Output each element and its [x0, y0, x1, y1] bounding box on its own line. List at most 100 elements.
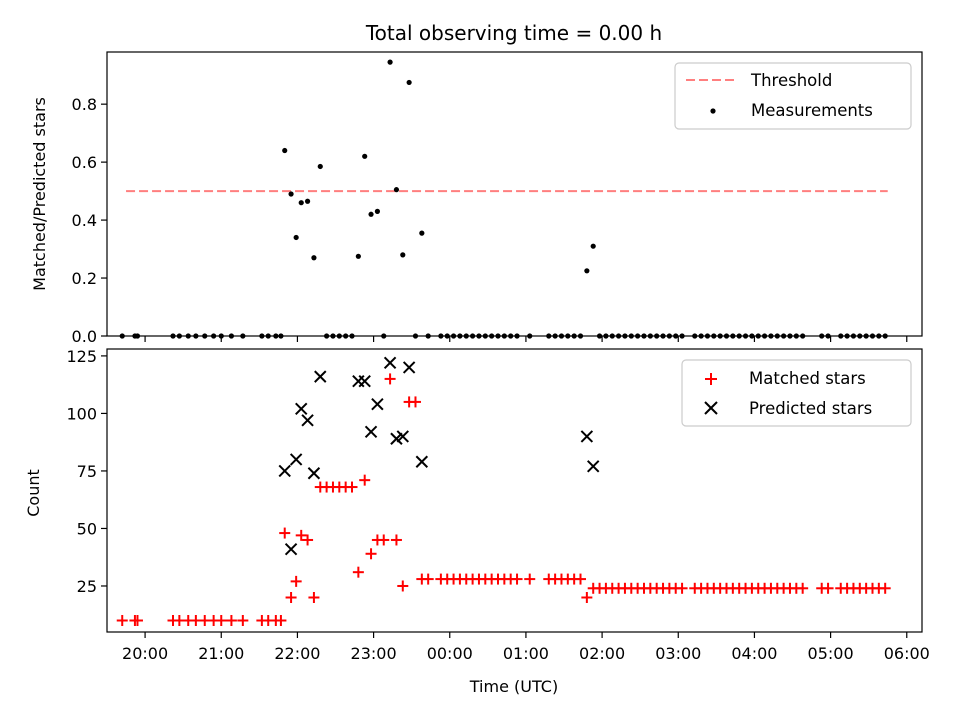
top-axes-frame	[106, 51, 923, 337]
predicted-star-point	[314, 370, 327, 383]
matched-star-point	[575, 573, 587, 585]
bottom-x-tick-label: 01:00	[503, 644, 549, 663]
chart-title: Total observing time = 0.00 h	[365, 21, 662, 45]
measurement-point	[584, 268, 590, 274]
legend-threshold-label: Threshold	[750, 71, 832, 90]
matched-star-point	[384, 373, 396, 385]
measurement-point	[304, 198, 311, 204]
matched-star-point	[346, 481, 358, 493]
bottom-x-tick-label: 20:00	[122, 644, 168, 663]
bottom-x-tick-label: 00:00	[427, 644, 473, 663]
measurement-point	[317, 163, 323, 170]
matched-star-point	[131, 614, 143, 626]
predicted-star-point	[371, 398, 384, 411]
predicted-star-point	[580, 430, 594, 443]
matched-star-point	[279, 527, 291, 539]
top-y-tick-label: 0.0	[72, 327, 97, 346]
top-y-tick-label: 0.2	[72, 269, 97, 288]
top-x-ticks	[144, 336, 908, 342]
predicted-star-point	[364, 425, 378, 439]
matched-star-point	[308, 591, 320, 603]
matched-star-point	[397, 580, 409, 592]
top-y-ticks: 0.0 0.2 0.4 0.6 0.8	[72, 95, 107, 346]
matched-star-point	[352, 566, 364, 578]
bottom-y-ticks: 25 50 75 100 125	[66, 347, 107, 596]
bottom-axes-frame	[106, 348, 923, 633]
matched-star-point	[676, 582, 688, 594]
measurement-point	[590, 243, 596, 249]
bottom-x-tick-label: 22:00	[274, 644, 320, 663]
legend-predicted-swatch	[704, 401, 718, 415]
predicted-star-point	[307, 467, 321, 480]
measurement-point	[288, 191, 294, 197]
bottom-x-tick-label: 02:00	[579, 644, 625, 663]
bottom-x-tick-label: 05:00	[808, 644, 854, 663]
bottom-y-axis-title: Count	[24, 469, 43, 517]
measurement-point	[362, 153, 368, 159]
matched-star-point	[116, 614, 128, 626]
legend-matched-label: Matched stars	[749, 369, 866, 388]
matched-star-point	[390, 534, 402, 546]
top-panel: Matched/Predicted stars 0.00.20.40.60.8 …	[30, 51, 923, 346]
matched-star-point	[275, 614, 287, 626]
bottom-panel: Count Time (UTC) 25 50 75 100 125 20:00 21:00…	[24, 347, 930, 696]
matched-star-point	[225, 614, 237, 626]
measurement-point	[293, 234, 299, 241]
matched-star-point	[511, 573, 523, 585]
measurement-point	[406, 79, 412, 86]
predicted-star-point	[301, 414, 314, 427]
matched-star-point	[879, 582, 891, 594]
predicted-star-point	[295, 402, 308, 416]
matched-star-point	[302, 534, 314, 546]
matched-star-point	[295, 529, 307, 541]
bottom-legend-box	[681, 359, 912, 427]
matched-star-point	[822, 582, 834, 594]
matched-stars-points	[116, 373, 891, 626]
top-legend: Threshold Measurements	[674, 62, 912, 130]
bottom-y-tick-label: 75	[77, 462, 97, 481]
matched-star-point	[409, 396, 421, 408]
matched-star-point	[290, 575, 302, 587]
bottom-y-tick-label: 25	[77, 577, 97, 596]
legend-measurements-label: Measurements	[751, 101, 873, 120]
legend-predicted-label: Predicted stars	[749, 399, 872, 418]
measurement-point	[311, 255, 317, 261]
measurement-point	[282, 147, 288, 154]
predicted-star-point	[278, 464, 291, 478]
bottom-x-tick-label: 23:00	[351, 644, 397, 663]
bottom-y-tick-label: 100	[66, 404, 97, 423]
legend-measurements-swatch	[710, 108, 716, 114]
top-y-tick-label: 0.8	[72, 95, 97, 114]
predicted-star-point	[383, 356, 397, 370]
predicted-stars-points	[278, 356, 600, 556]
top-y-tick-label: 0.6	[72, 153, 97, 172]
predicted-star-point	[284, 542, 298, 556]
matched-star-point	[422, 573, 434, 585]
predicted-star-point	[289, 453, 303, 466]
measurement-point	[387, 59, 393, 65]
matched-star-point	[285, 591, 297, 603]
bottom-x-tick-label: 21:00	[198, 644, 244, 663]
matched-star-point	[359, 474, 371, 486]
matched-star-point	[581, 591, 593, 603]
matched-star-point	[797, 582, 809, 594]
measurement-point	[368, 211, 374, 217]
measurement-point	[419, 230, 425, 236]
bottom-x-tick-label: 03:00	[655, 644, 701, 663]
predicted-star-point	[358, 375, 371, 388]
measurement-point	[400, 252, 406, 258]
predicted-star-point	[415, 455, 429, 468]
measurement-point	[374, 208, 380, 214]
top-y-axis-title: Matched/Predicted stars	[30, 97, 49, 291]
measurement-point	[298, 200, 304, 206]
top-y-tick-label: 0.4	[72, 211, 97, 230]
matched-star-point	[365, 548, 377, 560]
matched-star-point	[237, 614, 249, 626]
legend-matched-swatch	[705, 373, 717, 385]
bottom-legend: Matched stars Predicted stars	[681, 359, 912, 427]
bottom-y-tick-label: 125	[66, 347, 97, 366]
bottom-x-tick-label: 04:00	[731, 644, 777, 663]
measurement-point	[355, 253, 361, 259]
bottom-y-tick-label: 50	[77, 519, 97, 538]
